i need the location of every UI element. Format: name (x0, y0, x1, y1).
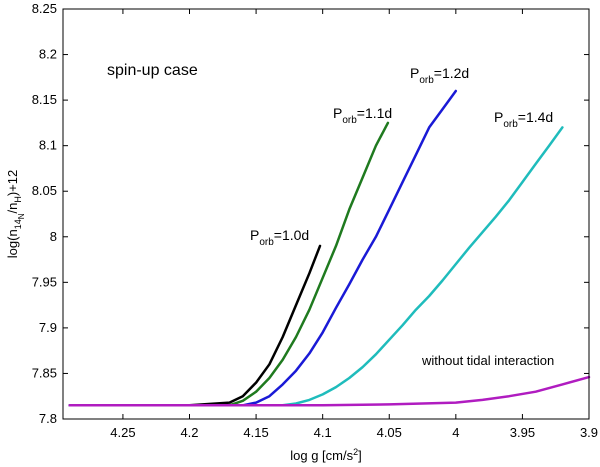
y-tick-label: 8.1 (39, 138, 57, 153)
y-tick-label: 8 (50, 229, 57, 244)
y-tick-label: 8.25 (32, 1, 57, 16)
y-tick-label: 8.05 (32, 183, 57, 198)
series-label-p11-value: =1.1d (357, 105, 392, 121)
series-line-2 (68, 89, 458, 407)
series-label-p11-main: P (333, 105, 342, 121)
y-tick-label: 8.15 (32, 92, 57, 107)
series-label-p11-sub: orb (342, 115, 357, 126)
series-label-no-tide: without tidal interaction (421, 353, 554, 368)
series-label-p11: Porb=1.1d (333, 105, 392, 126)
series-line-0 (68, 244, 322, 407)
series-label-p14: Porb=1.4d (494, 109, 553, 130)
y-axis-label: log(n14N/nH)+12 (5, 170, 26, 258)
series-label-p10-sub: orb (259, 237, 274, 248)
x-axis-label-main: log g [cm/s (290, 448, 353, 463)
y-axis-label-main: log(n (5, 229, 20, 258)
series-label-p10-main: P (250, 227, 259, 243)
x-tick-label: 3.9 (580, 425, 598, 440)
x-tick-label: 4.15 (243, 425, 268, 440)
series-layer (68, 89, 591, 407)
x-tick-label: 4 (452, 425, 459, 440)
series-label-p12-main: P (410, 65, 419, 81)
series-label-p10: Porb=1.0d (250, 227, 309, 248)
y-axis-label-sub1: 14 (13, 219, 23, 229)
x-tick-label: 4.2 (180, 425, 198, 440)
y-tick-label: 7.9 (39, 320, 57, 335)
x-axis-label-sup: 2 (353, 447, 358, 457)
series-line-1 (68, 121, 390, 407)
series-label-p12: Porb=1.2d (410, 65, 469, 86)
series-label-p14-value: =1.4d (518, 109, 553, 125)
series-line-4 (68, 375, 591, 407)
y-tick-label: 8.2 (39, 47, 57, 62)
plot-frame (62, 8, 590, 420)
y-axis-label-mid1: /n (5, 203, 20, 214)
series-label-p12-sub: orb (419, 75, 434, 86)
series-label-p14-main: P (494, 109, 503, 125)
series-label-p12-value: =1.2d (434, 65, 469, 81)
y-axis-label-end: )+12 (5, 170, 20, 196)
x-axis-label: log g [cm/s2] (290, 447, 362, 463)
series-label-p14-sub: orb (503, 119, 518, 130)
x-tick-label: 3.95 (510, 425, 535, 440)
x-tick-label: 4.1 (314, 425, 332, 440)
y-tick-label: 7.85 (32, 365, 57, 380)
y-axis-label-sub1-sub: N (17, 213, 26, 219)
x-tick-label: 4.05 (377, 425, 402, 440)
series-label-p10-value: =1.0d (274, 227, 309, 243)
case-label: spin-up case (107, 62, 198, 79)
ticks-layer: 4.25 4.2 4.15 4.1 4.05 4 3.95 3.9 7.8 7.85 7.9 7.95… (32, 1, 598, 440)
x-axis-label-end: ] (358, 448, 362, 463)
y-tick-label: 7.8 (39, 411, 57, 426)
y-axis-label-sub2: H (13, 196, 23, 203)
x-tick-label: 4.25 (110, 425, 135, 440)
series-line-3 (68, 126, 564, 407)
y-tick-label: 7.95 (32, 274, 57, 289)
